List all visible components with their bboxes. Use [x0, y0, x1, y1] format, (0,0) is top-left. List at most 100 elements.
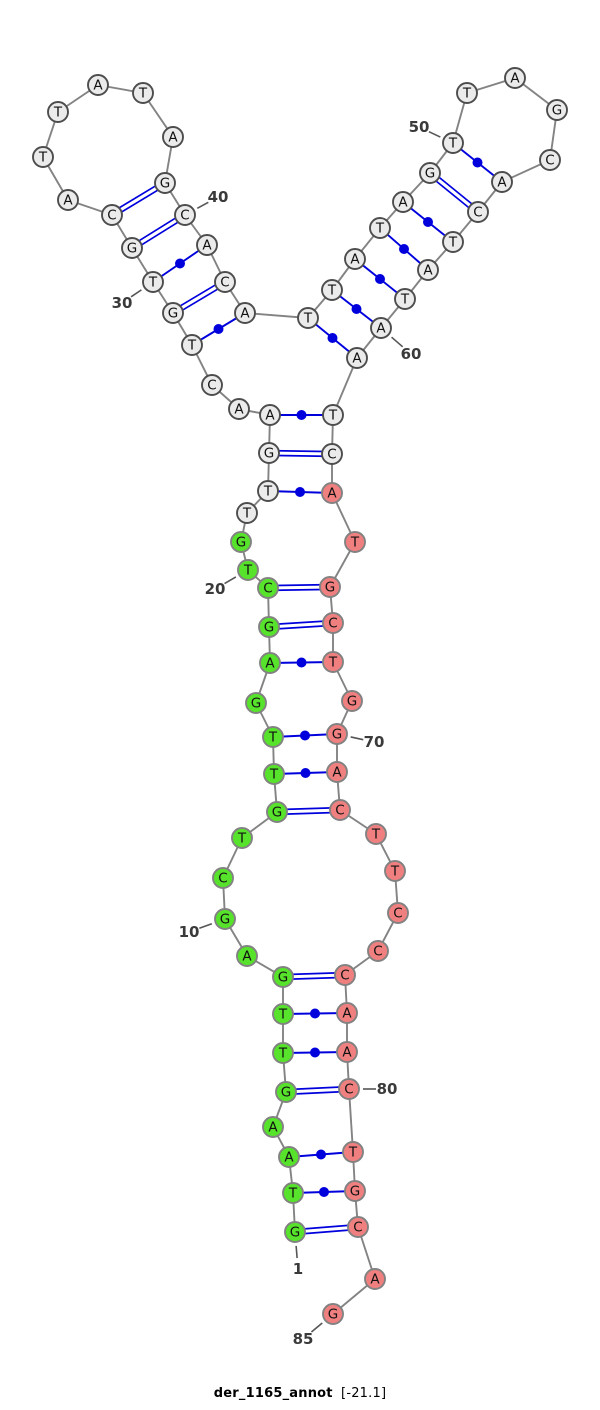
nucleotide-base-letter: C — [327, 447, 336, 463]
nucleotide-83-C[interactable]: C — [347, 1216, 369, 1238]
nucleotide-22-T[interactable]: T — [236, 502, 258, 524]
nucleotide-31-G[interactable]: G — [121, 237, 143, 259]
nucleotide-78-A[interactable]: A — [336, 1002, 358, 1024]
nucleotide-53-G[interactable]: G — [546, 99, 568, 121]
nucleotide-25-A[interactable]: A — [259, 404, 281, 426]
nucleotide-32-C[interactable]: C — [101, 204, 123, 226]
nucleotide-1-G[interactable]: G — [284, 1221, 306, 1243]
nucleotide-16-G[interactable]: G — [245, 692, 267, 714]
nucleotide-59-T[interactable]: T — [394, 288, 416, 310]
nucleotide-79-A[interactable]: A — [336, 1041, 358, 1063]
nucleotide-13-G[interactable]: G — [266, 801, 288, 823]
nucleotide-30-T[interactable]: T — [142, 271, 164, 293]
nucleotide-circle — [392, 191, 414, 213]
nucleotide-36-A[interactable]: A — [87, 74, 109, 96]
nucleotide-circle — [142, 271, 164, 293]
nucleotide-38-A[interactable]: A — [162, 126, 184, 148]
nucleotide-base-letter: T — [288, 1186, 298, 1202]
nucleotide-62-T[interactable]: T — [322, 404, 344, 426]
nucleotide-80-C[interactable]: C — [338, 1078, 360, 1100]
nucleotide-2-T[interactable]: T — [282, 1182, 304, 1204]
nucleotide-72-C[interactable]: C — [329, 799, 351, 821]
nucleotide-75-C[interactable]: C — [387, 902, 409, 924]
nucleotide-44-T[interactable]: T — [297, 307, 319, 329]
position-label-20: 20 — [205, 580, 226, 598]
nucleotide-43-A[interactable]: A — [234, 302, 256, 324]
nucleotide-6-T[interactable]: T — [272, 1042, 294, 1064]
nucleotide-74-T[interactable]: T — [384, 860, 406, 882]
nucleotide-19-C[interactable]: C — [257, 577, 279, 599]
nucleotide-73-T[interactable]: T — [365, 823, 387, 845]
nucleotide-70-G[interactable]: G — [326, 723, 348, 745]
nucleotide-47-T[interactable]: T — [369, 217, 391, 239]
nucleotide-76-C[interactable]: C — [367, 940, 389, 962]
nucleotide-42-C[interactable]: C — [214, 271, 236, 293]
nucleotide-15-T[interactable]: T — [262, 726, 284, 748]
nucleotide-24-G[interactable]: G — [258, 442, 280, 464]
nucleotide-54-C[interactable]: C — [539, 149, 561, 171]
nucleotide-41-A[interactable]: A — [196, 234, 218, 256]
nucleotide-33-A[interactable]: A — [57, 189, 79, 211]
nucleotide-63-C[interactable]: C — [321, 443, 343, 465]
nucleotide-66-G[interactable]: G — [319, 576, 341, 598]
nucleotide-27-C[interactable]: C — [201, 374, 223, 396]
nucleotide-48-A[interactable]: A — [392, 191, 414, 213]
nucleotide-51-T[interactable]: T — [456, 82, 478, 104]
nucleotide-20-T[interactable]: T — [237, 559, 259, 581]
nucleotide-34-T[interactable]: T — [32, 146, 54, 168]
nucleotide-81-T[interactable]: T — [342, 1141, 364, 1163]
nucleotide-base-letter: T — [400, 292, 410, 308]
nucleotide-68-T[interactable]: T — [322, 651, 344, 673]
nucleotide-12-T[interactable]: T — [231, 827, 253, 849]
nucleotide-65-T[interactable]: T — [344, 531, 366, 553]
nucleotide-8-G[interactable]: G — [272, 966, 294, 988]
nucleotide-58-A[interactable]: A — [417, 259, 439, 281]
nucleotide-85-G[interactable]: G — [322, 1303, 344, 1325]
nucleotide-base-letter: G — [236, 535, 246, 551]
nucleotide-11-C[interactable]: C — [212, 867, 234, 889]
nucleotide-77-C[interactable]: C — [334, 964, 356, 986]
nucleotide-circle — [272, 966, 294, 988]
nucleotide-71-A[interactable]: A — [326, 761, 348, 783]
nucleotide-60-A[interactable]: A — [370, 317, 392, 339]
nucleotide-37-T[interactable]: T — [132, 82, 154, 104]
nucleotide-46-A[interactable]: A — [344, 248, 366, 270]
nucleotide-52-A[interactable]: A — [504, 67, 526, 89]
nucleotide-7-T[interactable]: T — [272, 1003, 294, 1025]
nucleotide-49-G[interactable]: G — [419, 162, 441, 184]
nucleotide-69-G[interactable]: G — [341, 690, 363, 712]
nucleotide-base-letter: C — [220, 275, 229, 291]
nucleotide-84-A[interactable]: A — [364, 1268, 386, 1290]
nucleotide-14-T[interactable]: T — [263, 763, 285, 785]
nucleotide-45-T[interactable]: T — [321, 279, 343, 301]
nucleotide-55-A[interactable]: A — [491, 171, 513, 193]
nucleotide-circle — [181, 334, 203, 356]
nucleotide-4-A[interactable]: A — [262, 1116, 284, 1138]
nucleotide-10-G[interactable]: G — [214, 908, 236, 930]
nucleotide-26-A[interactable]: A — [228, 398, 250, 420]
nucleotide-18-G[interactable]: G — [258, 616, 280, 638]
nucleotide-67-C[interactable]: C — [322, 612, 344, 634]
nucleotide-35-T[interactable]: T — [47, 101, 69, 123]
nucleotide-64-A[interactable]: A — [321, 482, 343, 504]
nucleotide-57-T[interactable]: T — [442, 231, 464, 253]
nucleotide-28-T[interactable]: T — [181, 334, 203, 356]
nucleotide-21-G[interactable]: G — [230, 531, 252, 553]
nucleotide-9-A[interactable]: A — [236, 945, 258, 967]
nucleotide-3-A[interactable]: A — [278, 1146, 300, 1168]
bond-dot — [316, 1149, 326, 1160]
nucleotide-40-C[interactable]: C — [174, 204, 196, 226]
nucleotide-17-A[interactable]: A — [259, 652, 281, 674]
nucleotide-5-G[interactable]: G — [275, 1081, 297, 1103]
nucleotide-61-A[interactable]: A — [346, 347, 368, 369]
nucleotide-23-T[interactable]: T — [257, 480, 279, 502]
nucleotide-circle — [369, 217, 391, 239]
nucleotide-56-C[interactable]: C — [467, 201, 489, 223]
nucleotide-39-G[interactable]: G — [154, 172, 176, 194]
nucleotide-82-G[interactable]: G — [344, 1180, 366, 1202]
position-label-85: 85 — [293, 1330, 314, 1348]
nucleotide-50-T[interactable]: T — [442, 132, 464, 154]
nucleotide-29-G[interactable]: G — [162, 302, 184, 324]
nucleotide-base-letter: G — [264, 446, 274, 462]
